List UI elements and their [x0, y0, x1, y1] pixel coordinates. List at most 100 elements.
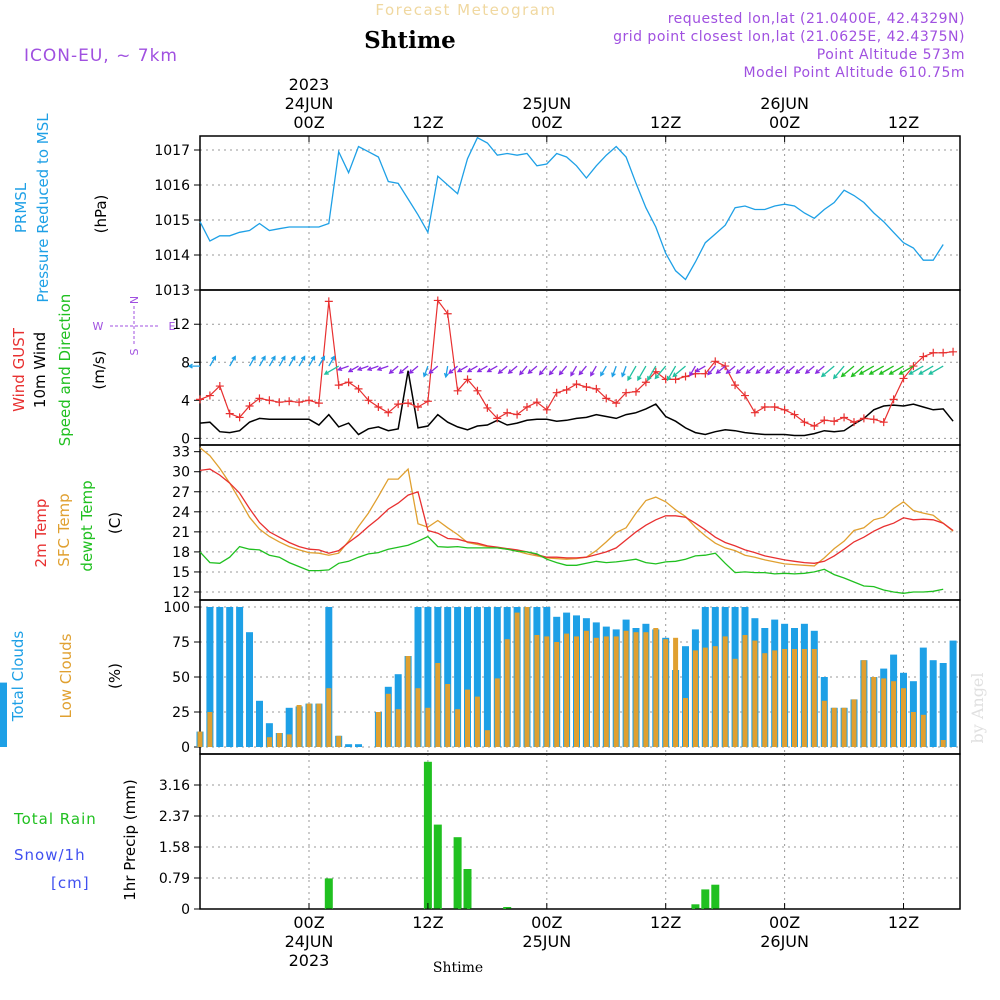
total-cloud-bar — [473, 607, 481, 747]
total-cloud-bar — [682, 646, 689, 747]
rain-bar — [423, 761, 432, 909]
low-cloud-bar — [841, 707, 847, 747]
point-altitude: Point Altitude 573m — [817, 47, 965, 63]
dewpt-line — [199, 535, 944, 594]
wind-direction-arrow — [248, 355, 256, 367]
temperature-series — [199, 447, 954, 594]
wind-direction-arrow — [590, 365, 597, 377]
gust-marker — [849, 418, 858, 427]
gust-marker — [404, 399, 413, 408]
ytick-label: 75 — [172, 635, 190, 651]
gust-marker — [572, 380, 581, 389]
pressure-title-desc: Pressure Reduced to MSL — [34, 113, 52, 303]
low-cloud-bar — [692, 650, 698, 747]
gust-marker — [304, 396, 313, 405]
wind-direction-arrow — [538, 365, 548, 376]
wind-direction-arrow — [804, 365, 815, 374]
wind-direction-arrow — [337, 365, 349, 372]
ytick-label: 2.37 — [159, 809, 190, 825]
wind-direction-arrow — [527, 365, 538, 374]
gust-marker — [196, 395, 204, 404]
low-cloud-bar — [554, 642, 560, 747]
gust-marker — [265, 396, 274, 405]
low-cloud-bar — [514, 612, 520, 747]
panel-frame — [199, 444, 961, 601]
wind-direction-arrow — [840, 365, 855, 378]
wind-direction-arrow — [908, 365, 924, 375]
panel-pressure: 1013 1014 1015 1016 1017 — [154, 135, 961, 299]
low-cloud-bar — [435, 663, 441, 747]
wind-gust-line — [199, 298, 954, 427]
wind-direction-arrow — [858, 365, 875, 375]
gust-marker — [275, 398, 284, 407]
ytick-label: 1016 — [154, 178, 190, 194]
gust-marker — [760, 402, 769, 411]
low-cloud-bar — [326, 688, 332, 747]
gust-marker — [532, 398, 541, 407]
rain-bar — [701, 889, 710, 909]
rain-bar — [324, 878, 333, 909]
gust-marker — [522, 402, 531, 411]
clouds-title-total: Total Clouds — [9, 631, 27, 723]
wind-direction-arrow — [466, 365, 478, 373]
ytick-label: 4 — [181, 393, 190, 409]
precip-label-unit: [cm] — [51, 874, 90, 892]
time-label-top: 00Z — [769, 113, 800, 132]
wind-direction-arrow — [366, 365, 379, 372]
ytick-label: 50 — [172, 670, 190, 686]
low-cloud-bar — [207, 712, 213, 747]
panel-frame — [199, 135, 961, 291]
low-cloud-bar — [385, 693, 391, 747]
ytick-label: 1013 — [154, 283, 190, 299]
low-cloud-bar — [524, 607, 530, 747]
wind-direction-arrow — [209, 355, 217, 367]
model-label: ICON-EU, ~ 7km — [24, 46, 178, 66]
low-cloud-bar — [861, 660, 867, 747]
gust-marker — [235, 413, 244, 422]
gust-marker — [899, 374, 908, 383]
gust-marker — [384, 408, 393, 417]
low-cloud-bar — [881, 678, 887, 747]
ytick-label: 8 — [181, 355, 190, 371]
wind-direction-arrow — [878, 365, 894, 375]
gust-marker — [889, 395, 898, 404]
wind-direction-arrow — [187, 363, 200, 369]
wind-direction-arrow — [600, 365, 607, 377]
ytick-label: 0 — [181, 902, 190, 918]
total-cloud-bar — [345, 744, 353, 747]
wind-title-10m: 10m Wind — [31, 332, 49, 408]
wind-direction-arrow — [258, 355, 266, 367]
low-cloud-bar — [266, 737, 272, 747]
time-label-bottom: 12Z — [650, 913, 681, 932]
gust-marker — [493, 414, 502, 423]
low-cloud-bar — [375, 712, 381, 747]
low-cloud-bar — [940, 740, 946, 747]
wind-direction-arrow — [476, 365, 488, 373]
wind-direction-arrow — [627, 365, 637, 382]
wind-title-unit: (m/s) — [90, 350, 108, 389]
total-cloud-bar — [206, 607, 214, 747]
low-cloud-bar — [504, 639, 510, 747]
total-cloud-bar — [919, 647, 927, 747]
compass-s: S — [128, 348, 141, 355]
low-cloud-bar — [593, 637, 599, 747]
ytick-label: 21 — [172, 525, 190, 541]
low-cloud-bar — [197, 731, 203, 747]
gust-marker — [423, 397, 432, 406]
gust-marker — [622, 388, 631, 397]
gust-marker — [939, 348, 948, 357]
time-label-top: 12Z — [650, 113, 681, 132]
low-cloud-bar — [742, 635, 748, 747]
ytick-label: 100 — [163, 600, 190, 616]
wind-direction-arrow — [408, 365, 419, 374]
low-cloud-bar — [296, 705, 302, 747]
low-cloud-bar — [633, 632, 639, 747]
low-cloud-bar — [673, 637, 679, 747]
panel-precipitation: 0 0.79 1.58 2.37 3.16 — [159, 753, 961, 918]
total-cloud-bar — [464, 607, 471, 747]
low-cloud-bar — [752, 640, 758, 747]
low-cloud-bar — [405, 656, 411, 747]
low-cloud-bar — [613, 636, 619, 747]
wind-direction-arrow — [637, 365, 647, 382]
